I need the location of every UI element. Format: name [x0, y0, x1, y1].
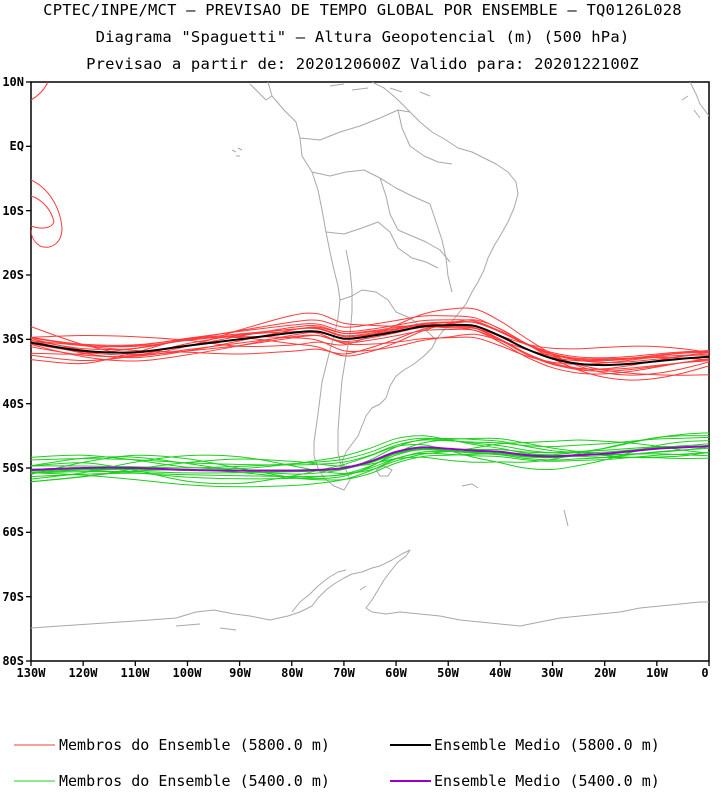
lon-label-100w: 100W: [173, 666, 203, 680]
lon-label-30w: 30W: [541, 666, 563, 680]
africa-coastline: [681, 82, 709, 119]
legend-label-members-5800: Membros do Ensemble (5800.0 m): [59, 736, 330, 754]
legend: Membros do Ensemble (5800.0 m) Ensemble …: [14, 736, 660, 790]
country-border: [429, 203, 453, 293]
lon-label-0: 0: [701, 666, 708, 680]
lat-label-80s: 80S: [2, 654, 24, 668]
country-border: [325, 221, 439, 269]
legend-label-mean-5800: Ensemble Medio (5800.0 m): [434, 736, 660, 754]
lon-label-60w: 60W: [385, 666, 407, 680]
lat-label-10n: 10N: [2, 75, 24, 89]
lon-label-130w: 130W: [17, 666, 47, 680]
ensemble-member-5400: [31, 452, 709, 478]
country-border: [311, 169, 431, 205]
sandwich-islands: [563, 509, 569, 527]
lon-label-40w: 40W: [489, 666, 511, 680]
antarctic-islands: [175, 585, 367, 631]
south-america-coastline: [267, 82, 519, 491]
lat-label-10s: 10S: [2, 204, 24, 218]
falkland-islands: [375, 465, 393, 477]
ensemble-member-5800: [31, 307, 709, 376]
ensemble-member-5800: [31, 323, 709, 370]
ensemble-member-5400: [31, 437, 709, 469]
title-line-3: Previsao a partir de: 2020120600Z Valido…: [86, 55, 639, 73]
ensemble-member-5800: [31, 82, 49, 101]
lon-label-20w: 20W: [594, 666, 616, 680]
ensemble-member-5800: [31, 321, 709, 359]
coastlines: [31, 82, 709, 631]
lon-label-110w: 110W: [121, 666, 151, 680]
ensemble-member-5400: [31, 450, 709, 488]
contour-layer: [31, 82, 709, 488]
ensemble-member-5800: [31, 320, 709, 361]
caribbean-islands: [329, 83, 431, 97]
ensemble-mean-5400: [31, 445, 709, 472]
legend-label-mean-5400: Ensemble Medio (5400.0 m): [434, 772, 660, 790]
country-border: [397, 109, 453, 165]
ensemble-member-5800: [31, 315, 709, 364]
legend-label-members-5400: Membros do Ensemble (5400.0 m): [59, 772, 330, 790]
lat-label-30s: 30S: [2, 332, 24, 346]
lon-label-120w: 120W: [69, 666, 99, 680]
antarctica-coastline: [31, 549, 709, 629]
lon-label-70w: 70W: [333, 666, 355, 680]
title-line-2: Diagrama "Spaguetti" — Altura Geopotenci…: [95, 28, 630, 46]
lat-label-50s: 50S: [2, 461, 24, 475]
country-border: [379, 177, 451, 263]
lat-label-70s: 70S: [2, 590, 24, 604]
lon-label-80w: 80W: [281, 666, 303, 680]
ensemble-member-5400: [31, 439, 709, 480]
ensemble-member-5800: [31, 179, 63, 248]
title-line-1: CPTEC/INPE/MCT — PREVISAO DE TEMPO GLOBA…: [43, 1, 682, 19]
ensemble-member-5400: [31, 435, 709, 483]
south-georgia: [461, 483, 479, 489]
longitude-axis: 130W 120W 110W 100W 90W 80W 70W 60W 50W …: [17, 666, 709, 680]
lon-label-90w: 90W: [229, 666, 251, 680]
axis-ticks: [26, 81, 710, 666]
lon-label-10w: 10W: [646, 666, 668, 680]
ensemble-member-5800: [31, 331, 709, 365]
lat-label-60s: 60S: [2, 525, 24, 539]
central-america-coastline: [249, 83, 273, 101]
lat-label-eq: EQ: [10, 139, 24, 153]
ensemble-member-5400: [31, 436, 709, 466]
ensemble-member-5400: [31, 432, 709, 470]
ensemble-member-5800: [31, 195, 55, 229]
ensemble-mean-5800: [31, 323, 709, 367]
galapagos-islands: [231, 147, 243, 157]
latitude-axis: 10N EQ 10S 20S 30S 40S 50S 60S 70S 80S: [2, 75, 24, 668]
lat-label-40s: 40S: [2, 397, 24, 411]
lon-label-50w: 50W: [437, 666, 459, 680]
antarctic-peninsula: [291, 569, 347, 613]
lat-label-20s: 20S: [2, 268, 24, 282]
